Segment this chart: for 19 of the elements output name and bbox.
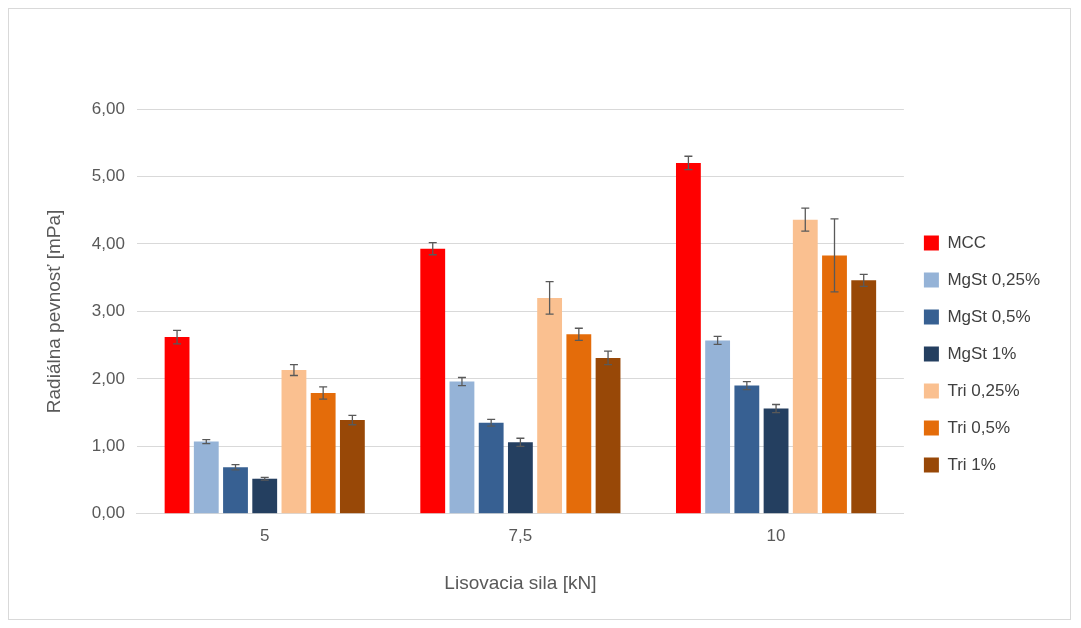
legend-label: MgSt 0,25% [947, 269, 1041, 289]
y-tick-label: 0,00 [91, 503, 125, 523]
legend-label: MgSt 0,5% [947, 306, 1031, 326]
legend-label: MCC [947, 232, 987, 252]
y-axis-title: Radiálna pevnosť [mPa] [42, 209, 64, 414]
y-tick-label: 6,00 [91, 98, 125, 118]
legend-label: Tri 0,25% [947, 380, 1020, 400]
x-axis-title: Lisovacia sila [kN] [444, 571, 597, 593]
y-tick-label: 3,00 [91, 301, 125, 321]
x-tick-label: 5 [259, 525, 270, 545]
x-tick-label: 10 [766, 525, 786, 545]
y-tick-label: 4,00 [91, 233, 125, 253]
x-tick-label: 7,5 [508, 525, 533, 545]
y-tick-label: 5,00 [91, 166, 125, 186]
y-tick-label: 1,00 [91, 436, 125, 456]
y-tick-label: 2,00 [91, 368, 125, 388]
legend-label: Tri 1% [947, 454, 996, 474]
legend-label: Tri 0,5% [947, 417, 1011, 437]
legend-label: MgSt 1% [947, 343, 1017, 363]
